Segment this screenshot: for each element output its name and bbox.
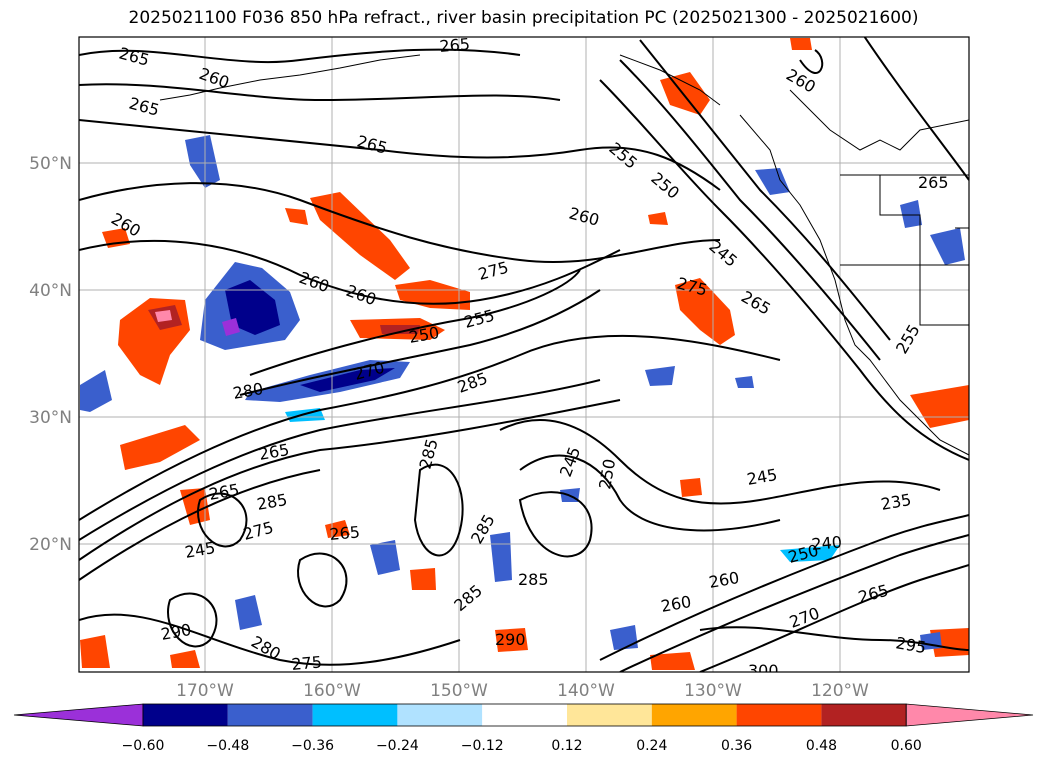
contours <box>79 37 969 672</box>
colorbar-tick: −0.24 <box>376 738 419 754</box>
colorbar-tick: 0.60 <box>891 738 922 754</box>
colorbar-tick: −0.48 <box>206 738 249 754</box>
contour-label: 240 <box>811 532 843 554</box>
colorbar-tick: 0.36 <box>721 738 752 754</box>
lon-label-160w: 160°W <box>303 681 361 701</box>
colorbar-segment <box>821 704 907 726</box>
lon-label-130w: 130°W <box>684 681 742 701</box>
contour-label: 265 <box>329 522 361 544</box>
colorbar-tick: −0.36 <box>291 738 334 754</box>
contour-label: 275 <box>291 652 323 674</box>
map-title: 2025021100 F036 850 hPa refract., river … <box>128 8 919 28</box>
contour-label: 285 <box>518 570 549 589</box>
lat-label-30n: 30°N <box>29 408 72 428</box>
contour-label: 300 <box>748 661 779 680</box>
colorbar-tick: 0.12 <box>551 738 582 754</box>
colorbar-segment <box>567 704 652 726</box>
gridlines <box>79 37 969 672</box>
colorbar-segment <box>651 704 737 726</box>
colorbar <box>13 703 1034 727</box>
lat-label-40n: 40°N <box>29 281 72 301</box>
colorbar-segment <box>312 704 398 726</box>
colorbar-segment <box>736 704 822 726</box>
longitude-labels: 170°W 160°W 150°W 140°W 130°W 120°W <box>176 681 869 701</box>
colorbar-tick: −0.60 <box>122 738 165 754</box>
coastlines <box>159 54 969 456</box>
lon-label-120w: 120°W <box>811 681 869 701</box>
map-border <box>78 36 970 673</box>
colorbar-tick: 0.24 <box>636 738 667 754</box>
latitude-labels: 50°N 40°N 30°N 20°N <box>29 154 72 555</box>
lon-label-170w: 170°W <box>176 681 234 701</box>
lon-label-140w: 140°W <box>557 681 615 701</box>
colorbar-ticks: −0.60 −0.48 −0.36 −0.24 −0.12 0.12 0.24 … <box>122 738 922 754</box>
colorbar-tick: −0.12 <box>461 738 504 754</box>
colorbar-segment <box>227 704 313 726</box>
colorbar-frame <box>142 703 907 727</box>
lat-label-20n: 20°N <box>29 535 72 555</box>
colorbar-segment <box>13 703 144 727</box>
colorbar-segment <box>397 704 483 726</box>
lat-label-50n: 50°N <box>29 154 72 174</box>
colorbar-tick: 0.48 <box>806 738 837 754</box>
contour-label: 265 <box>918 173 949 192</box>
contour-label: 265 <box>439 34 471 56</box>
colorbar-segment <box>143 704 228 726</box>
colorbar-segment <box>482 704 567 726</box>
lon-label-150w: 150°W <box>430 681 488 701</box>
colorbar-segment <box>905 703 1034 727</box>
contour-label: 290 <box>495 630 526 649</box>
map-area: 265 260 265 265 260 260 255 250 260 245 … <box>79 34 969 680</box>
